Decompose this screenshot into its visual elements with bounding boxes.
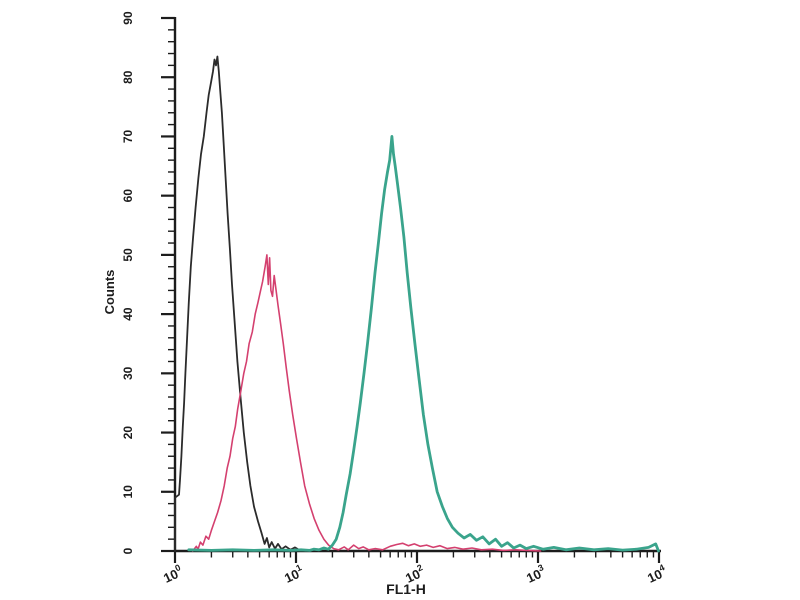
y-tick-label: 70	[121, 129, 135, 143]
y-tick-label: 80	[121, 70, 135, 84]
y-axis-title: Counts	[102, 270, 117, 315]
y-tick-label: 10	[121, 485, 135, 499]
y-tick-label: 30	[121, 366, 135, 380]
x-axis-title: FL1-H	[386, 581, 426, 597]
x-tick-label: 103	[523, 562, 548, 586]
black-curve	[174, 55, 307, 552]
y-tick-label: 90	[121, 11, 135, 25]
y-tick-label: 50	[121, 248, 135, 262]
x-tick-label: 101	[281, 562, 306, 586]
pink-curve	[191, 254, 542, 552]
y-axis-ticks: 0 10 20 30 40 50 60 70 80 90	[121, 11, 175, 554]
y-tick-label: 60	[121, 189, 135, 203]
x-tick-label: 104	[644, 562, 669, 586]
series-curves	[174, 55, 660, 553]
y-tick-label: 40	[121, 307, 135, 321]
y-tick-label: 20	[121, 426, 135, 440]
y-tick-label: 0	[121, 547, 135, 554]
teal-curve	[187, 135, 660, 553]
x-tick-label: 100	[160, 562, 185, 586]
y-axis: 0 10 20 30 40 50 60 70 80 90	[121, 11, 177, 554]
